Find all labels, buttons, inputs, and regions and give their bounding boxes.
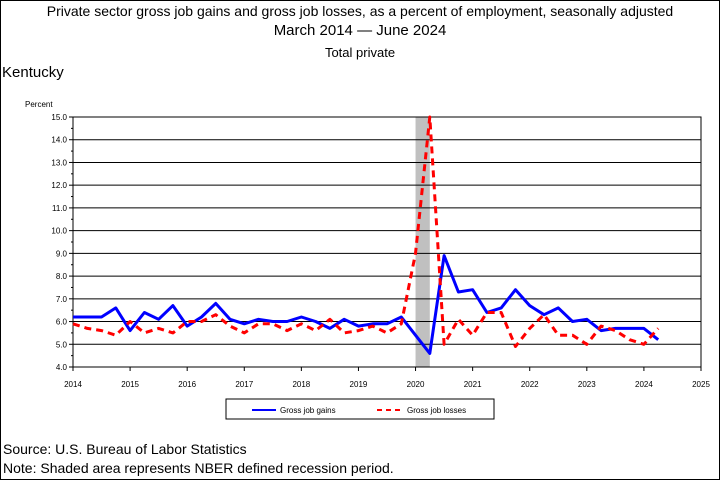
x-tick-label: 2015	[121, 380, 139, 389]
x-tick-label: 2020	[407, 380, 425, 389]
x-axis: 2014 2015 2016 2017 2018 2019 2020 2021 2022 2023…	[64, 367, 710, 389]
y-tick-label: 14.0	[51, 136, 67, 145]
y-tick-label: 9.0	[56, 249, 68, 258]
chart-title: Private sector gross job gains and gross…	[46, 3, 674, 19]
chart-date-range: March 2014 — June 2024	[273, 22, 447, 39]
y-tick-label: 5.0	[56, 340, 68, 349]
y-tick-label: 15.0	[51, 113, 67, 122]
y-tick-label: 10.0	[51, 227, 67, 236]
x-tick-label: 2018	[292, 380, 310, 389]
y-axis: 4.0 5.0 6.0 7.0 8.0 9.0 10.0 11.0 12.0 13.0 14.0 15…	[51, 113, 73, 372]
x-tick-label: 2022	[521, 380, 539, 389]
legend: Gross job gains Gross job losses	[225, 398, 495, 420]
gains-series-line	[73, 254, 660, 355]
y-tick-label: 6.0	[56, 318, 68, 327]
legend-gains-label: Gross job gains	[280, 406, 336, 415]
y-tick-label: 11.0	[52, 204, 68, 213]
x-tick-label: 2023	[578, 380, 596, 389]
losses-series-line	[72, 115, 660, 348]
source-note: Source: U.S. Bureau of Labor Statistics	[3, 441, 247, 457]
series-lines	[72, 115, 660, 355]
x-tick-label: 2016	[178, 380, 196, 389]
y-tick-label: 7.0	[56, 295, 68, 304]
x-tick-label: 2019	[350, 380, 368, 389]
chart-subtitle: Total private	[324, 45, 396, 60]
y-tick-label: 8.0	[56, 272, 68, 281]
legend-box	[225, 398, 495, 420]
recession-shade	[415, 117, 430, 367]
recession-note: Note: Shaded area represents NBER define…	[3, 460, 394, 476]
y-axis-label: Percent	[25, 100, 53, 109]
x-tick-label: 2021	[464, 380, 482, 389]
y-tick-label: 13.0	[51, 158, 67, 167]
region-label: Kentucky	[2, 64, 64, 81]
x-tick-label: 2025	[692, 380, 710, 389]
x-tick-label: 2017	[235, 380, 253, 389]
y-tick-label: 4.0	[56, 363, 68, 372]
y-tick-label: 12.0	[51, 181, 67, 190]
x-tick-label: 2014	[64, 380, 82, 389]
x-tick-label: 2024	[635, 380, 653, 389]
legend-losses-label: Gross job losses	[407, 406, 466, 415]
